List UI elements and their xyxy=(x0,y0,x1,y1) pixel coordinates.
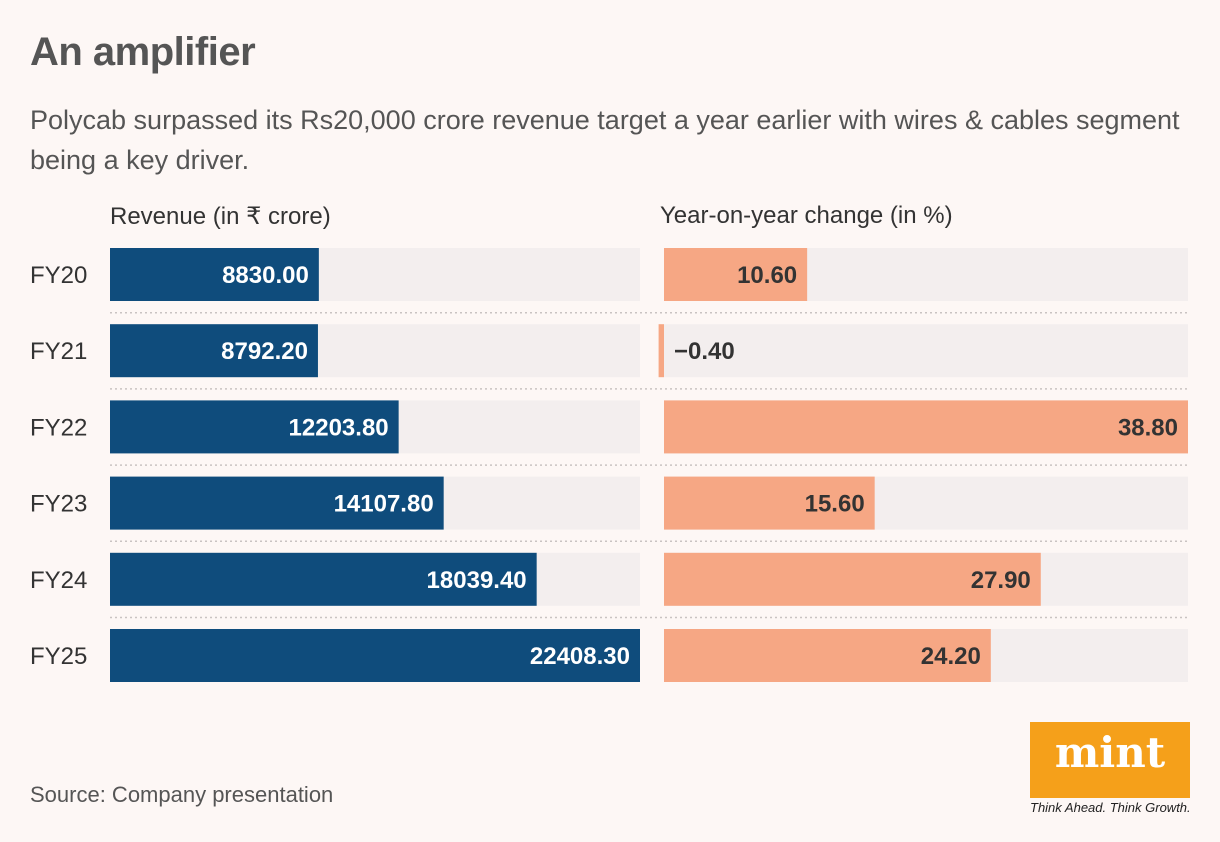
yoy-value-label: 15.60 xyxy=(805,491,865,518)
revenue-value-label: 22408.30 xyxy=(530,643,630,670)
yoy-bar xyxy=(664,552,1041,606)
yoy-bar xyxy=(664,400,1188,454)
mint-logo: mint xyxy=(1030,722,1190,798)
revenue-value-label: 8830.00 xyxy=(222,262,309,289)
revenue-bar xyxy=(110,629,640,682)
revenue-value-label: 12203.80 xyxy=(289,414,389,441)
category-label: FY21 xyxy=(30,338,87,365)
category-label: FY24 xyxy=(30,567,87,594)
category-label: FY20 xyxy=(30,262,87,289)
brand-tagline: Think Ahead. Think Growth. xyxy=(1030,800,1191,815)
yoy-value-label: −0.40 xyxy=(674,338,735,365)
yoy-bar xyxy=(664,248,808,301)
revenue-bar xyxy=(110,552,537,606)
logo-wordmark: mint xyxy=(1054,728,1166,777)
category-label: FY25 xyxy=(30,643,87,670)
revenue-value-label: 8792.20 xyxy=(221,338,308,365)
yoy-bar xyxy=(658,324,664,378)
yoy-track xyxy=(664,324,1188,378)
yoy-value-label: 24.20 xyxy=(921,643,981,670)
yoy-panel-title: Year-on-year change (in %) xyxy=(660,202,953,229)
yoy-value-label: 10.60 xyxy=(737,262,797,289)
yoy-value-label: 38.80 xyxy=(1118,414,1178,441)
revenue-bar xyxy=(110,476,444,530)
yoy-bar xyxy=(664,476,875,530)
yoy-bar xyxy=(664,629,991,682)
revenue-bar xyxy=(110,248,319,301)
yoy-value-label: 27.90 xyxy=(971,567,1031,594)
revenue-bar xyxy=(110,400,399,454)
revenue-value-label: 18039.40 xyxy=(427,567,527,594)
category-label: FY23 xyxy=(30,491,87,518)
chart-title: An amplifier xyxy=(30,30,256,74)
revenue-bar xyxy=(110,324,318,378)
revenue-value-label: 14107.80 xyxy=(334,491,434,518)
revenue-panel-title: Revenue (in ₹ crore) xyxy=(110,203,331,230)
source-note: Source: Company presentation xyxy=(30,782,334,807)
chart-subtitle: Polycab surpassed its Rs20,000 crore rev… xyxy=(30,105,1180,175)
category-label: FY22 xyxy=(30,414,87,441)
